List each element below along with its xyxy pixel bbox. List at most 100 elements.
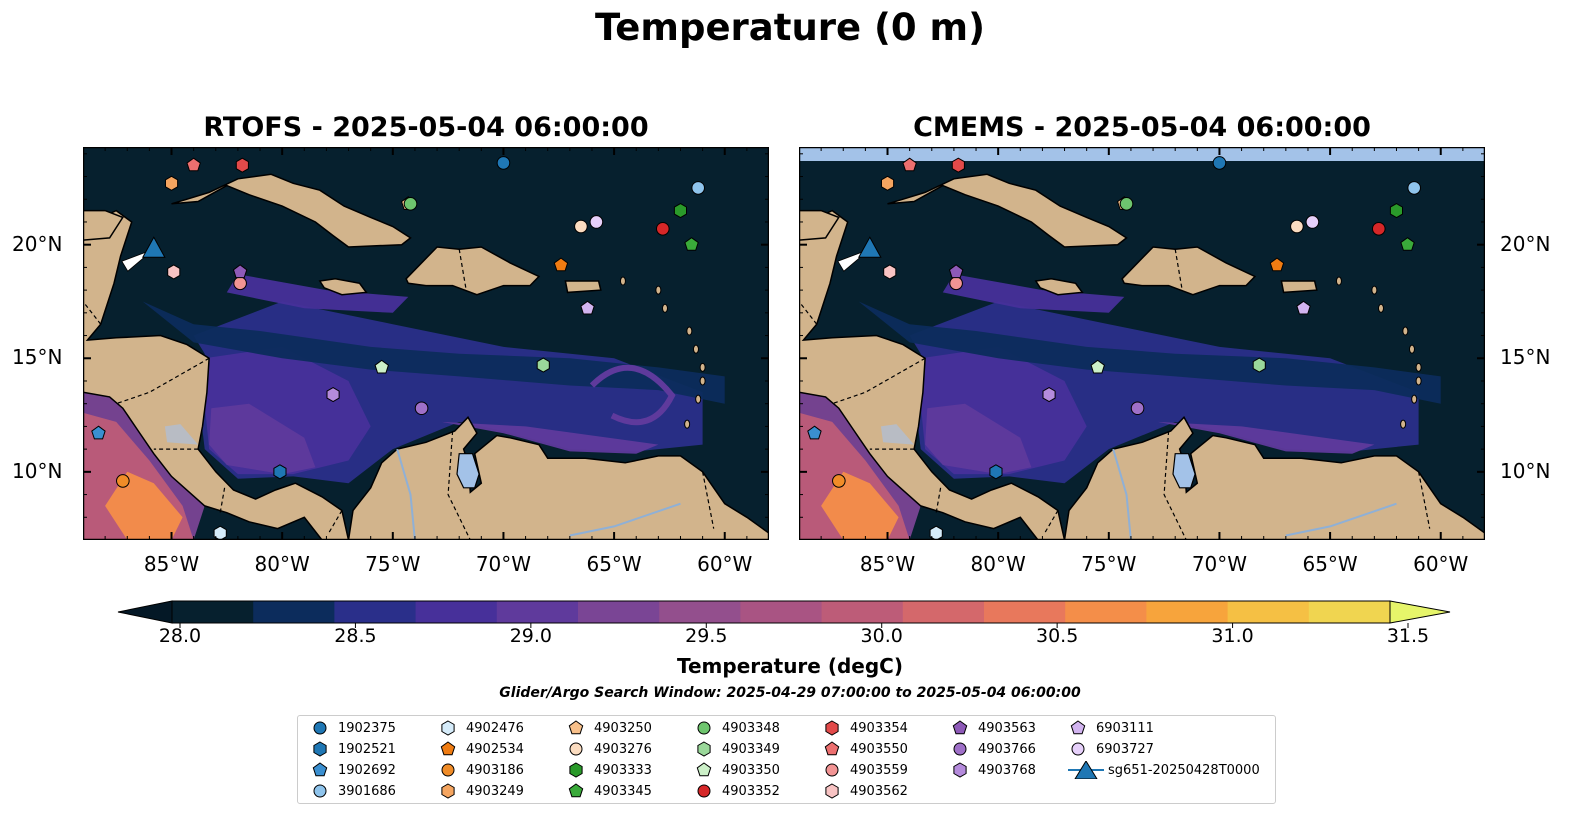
float-4903276[interactable]	[574, 219, 588, 234]
float-4902476[interactable]	[213, 525, 227, 540]
circle-marker-icon	[569, 742, 583, 756]
colorbar-frame	[171, 600, 1391, 624]
float-4903550[interactable]	[186, 157, 201, 172]
sst-contour-patch	[209, 403, 316, 475]
circle-marker-icon	[1071, 742, 1085, 756]
float-1902521[interactable]	[273, 464, 287, 480]
colorbar-label: Temperature (degC)	[677, 654, 903, 678]
float-4903276[interactable]	[1290, 219, 1304, 234]
island	[1415, 362, 1422, 372]
country-border	[1418, 471, 1431, 529]
float-1902692[interactable]	[91, 425, 106, 440]
colorbar-tick-label: 29.5	[685, 625, 728, 647]
legend-label: 3901686	[338, 783, 396, 799]
float-6903111[interactable]	[1296, 300, 1311, 315]
float-4903550[interactable]	[902, 157, 917, 172]
island	[1335, 276, 1342, 286]
legend-item-sg651-20250428T0000: sg651-20250428T0000	[1068, 761, 1260, 779]
float-4903768[interactable]	[326, 387, 340, 403]
float-1902375[interactable]	[1212, 156, 1227, 170]
glider-marker[interactable]	[857, 236, 882, 258]
circle-marker-icon	[825, 763, 839, 777]
lon-tick-label: 80°W	[970, 552, 1026, 576]
float-4903349[interactable]	[1252, 357, 1266, 373]
float-4902534[interactable]	[1269, 257, 1285, 272]
float-4903562[interactable]	[883, 264, 897, 280]
country-border	[935, 487, 942, 513]
lat-tick-label: 20°N	[12, 231, 63, 256]
float-4903345[interactable]	[684, 237, 699, 251]
legend-label: 1902692	[338, 762, 396, 778]
lon-tick-label: 60°W	[697, 552, 753, 576]
legend-item-4902476: 4902476	[438, 719, 524, 737]
legend-label: 4903249	[466, 783, 524, 799]
float-4903766[interactable]	[1130, 401, 1145, 416]
colorbar-segment	[984, 601, 1066, 623]
glider-marker[interactable]	[141, 236, 166, 258]
pentagon-marker-icon	[568, 783, 584, 798]
legend-item-4903249: 4903249	[438, 782, 524, 800]
float-4903333[interactable]	[673, 203, 687, 219]
float-4903349[interactable]	[536, 357, 550, 373]
country-border	[832, 357, 926, 405]
float-4903186[interactable]	[832, 474, 846, 488]
legend-label: 4903348	[722, 720, 780, 736]
float-4903345[interactable]	[1400, 237, 1415, 251]
colorbar-tick-label: 29.0	[509, 625, 552, 647]
float-4903348[interactable]	[1119, 196, 1134, 211]
island	[655, 285, 662, 295]
float-4903249[interactable]	[165, 175, 179, 191]
map-panel-cmems[interactable]	[799, 147, 1485, 540]
map-frame	[799, 147, 1485, 540]
float-4903333[interactable]	[1389, 203, 1403, 219]
legend-item-4903768: 4903768	[950, 761, 1036, 779]
sst-eddy	[589, 364, 676, 426]
float-4902534[interactable]	[553, 257, 569, 272]
legend-item-4903563: 4903563	[950, 719, 1036, 737]
legend-item-6903111: 6903111	[1068, 719, 1154, 737]
circle-marker-icon	[697, 721, 711, 735]
float-4903768[interactable]	[1042, 387, 1056, 403]
float-4903249[interactable]	[881, 175, 895, 191]
country-border	[1163, 430, 1187, 540]
land-cuba	[887, 173, 1128, 248]
map-panel-rtofs[interactable]	[83, 147, 769, 540]
float-6903727[interactable]	[589, 215, 604, 229]
float-3901686[interactable]	[1407, 181, 1421, 195]
country-border	[116, 357, 210, 405]
circle-marker-icon	[441, 763, 455, 777]
lon-tick-label: 65°W	[586, 552, 642, 576]
land-puertoRico	[564, 280, 602, 294]
float-4903350[interactable]	[1090, 359, 1105, 374]
land-jamaica	[1034, 278, 1084, 296]
float-3901686[interactable]	[691, 181, 705, 195]
float-6903727[interactable]	[1305, 215, 1320, 229]
colorbar-tick-label: 31.0	[1211, 625, 1254, 647]
colorbar-tick-label: 31.5	[1386, 625, 1430, 647]
hexagon-marker-icon	[569, 762, 583, 778]
float-4903562[interactable]	[167, 264, 181, 280]
float-4903352[interactable]	[1371, 221, 1386, 236]
float-4903186[interactable]	[116, 474, 130, 488]
float-1902692[interactable]	[807, 425, 822, 440]
legend-label: 4903562	[850, 783, 908, 799]
float-4903766[interactable]	[414, 401, 429, 416]
float-4902476[interactable]	[929, 525, 943, 540]
float-4903352[interactable]	[655, 221, 670, 236]
colorbar-segment	[1227, 601, 1310, 623]
island	[661, 303, 668, 313]
float-4903563[interactable]	[948, 264, 964, 279]
float-4903559[interactable]	[949, 276, 963, 291]
float-4903354[interactable]	[951, 157, 965, 173]
lake-nicaragua	[880, 424, 915, 445]
float-4903563[interactable]	[232, 264, 248, 279]
float-4903348[interactable]	[403, 196, 418, 211]
legend-item-4903250: 4903250	[566, 719, 652, 737]
float-6903111[interactable]	[580, 300, 595, 315]
float-4903559[interactable]	[233, 276, 247, 291]
float-1902375[interactable]	[496, 156, 511, 170]
float-4903354[interactable]	[235, 157, 249, 173]
float-1902521[interactable]	[989, 464, 1003, 480]
float-4903350[interactable]	[374, 359, 389, 374]
legend-label: 4903333	[594, 762, 652, 778]
